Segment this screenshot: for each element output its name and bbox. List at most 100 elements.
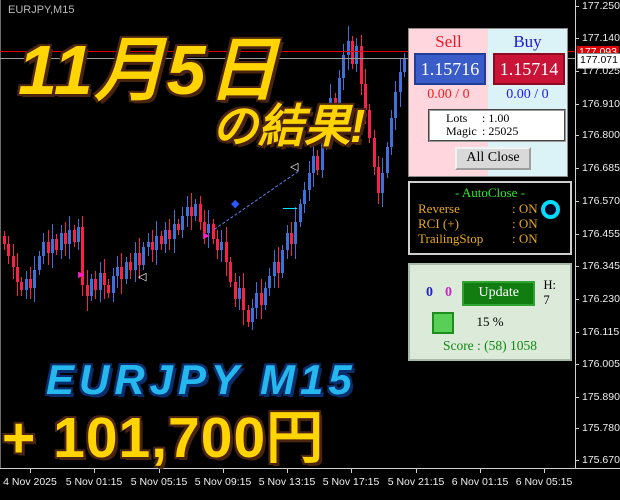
price-axis-label: 177.025 (582, 65, 620, 77)
candle-body (190, 207, 193, 216)
time-tick (416, 469, 417, 473)
candle-body (325, 118, 328, 138)
candle-body (3, 236, 6, 244)
candle-body (94, 279, 97, 290)
candle-body (377, 167, 380, 193)
price-axis-label: 176.570 (582, 195, 620, 207)
h-count-label: H: 7 (543, 278, 556, 307)
time-axis-label: 4 Nov 2025 (3, 476, 57, 488)
candle-body (212, 224, 215, 239)
reverse-value: : ON (512, 201, 538, 216)
trade-panel: Sell Buy 1.15716 1.15714 0.00 / 0 0.00 /… (408, 28, 568, 177)
score-label: Score : (58) 1058 (442, 338, 538, 353)
price-axis-label: 176.910 (582, 98, 620, 110)
price-axis-label: 176.455 (582, 228, 620, 240)
price-axis-label: 175.890 (582, 391, 620, 403)
candle-body (303, 190, 306, 204)
price-axis-label: 175.780 (582, 422, 620, 434)
candle-body (164, 230, 167, 244)
autoclose-toggle-icon[interactable] (541, 200, 560, 219)
stats-panel: 0 0 Update H: 7 15 % Score : (58) 1058 (408, 263, 572, 361)
candle-body (16, 267, 19, 282)
candle-body (42, 242, 45, 256)
candle-body (64, 233, 67, 244)
update-button[interactable]: Update (462, 280, 536, 306)
chart-symbol-label: EURJPY,M15 (8, 4, 75, 16)
price-tick (575, 364, 579, 365)
candle-body (281, 250, 284, 273)
time-axis-line (0, 468, 620, 469)
time-tick (351, 469, 352, 473)
candle-body (216, 239, 219, 250)
time-axis-label: 6 Nov 05:15 (515, 476, 573, 488)
lots-magic-box: Lots: 1.00 Magic: 25025 (428, 109, 566, 142)
price-axis-label: 177.140 (582, 32, 620, 44)
price-tick (575, 6, 579, 7)
price-tick (575, 332, 579, 333)
trailingstop-label: TrailingStop (418, 231, 484, 246)
trailingstop-value: : ON (512, 231, 538, 246)
trend-dashed-line (214, 171, 299, 230)
overlay-profit-text: + 101,700円 (2, 406, 325, 470)
buy-header-label: Buy (513, 32, 542, 51)
candle-body (129, 262, 132, 270)
candle-body (103, 273, 106, 285)
time-axis[interactable]: 4 Nov 2025 5 Nov 01:15 5 Nov 05:15 5 Nov 09… (0, 468, 620, 500)
time-axis-label: 5 Nov 17:15 (322, 476, 380, 488)
rci-value: : ON (512, 216, 538, 231)
candle-body (181, 216, 184, 230)
candle-body (229, 262, 232, 282)
all-close-button[interactable]: All Close (455, 147, 531, 170)
candle-body (234, 282, 237, 299)
candle-body (194, 204, 197, 216)
time-tick (287, 469, 288, 473)
time-axis-label: 6 Nov 01:15 (451, 476, 509, 488)
price-axis-label: 176.800 (582, 129, 620, 141)
time-tick (544, 469, 545, 473)
candle-body (55, 239, 58, 250)
chart-area[interactable]: ► ► ◁ ◁ ◆ (0, 0, 576, 468)
candle-body (20, 282, 23, 290)
candle-body (90, 279, 93, 296)
overlay-date-text: 11月5日 (18, 31, 280, 109)
candle-body (238, 288, 241, 299)
percent-checkbox[interactable] (432, 312, 454, 334)
candle-body (386, 147, 389, 173)
candle-body (33, 270, 36, 288)
time-axis-label: 5 Nov 09:15 (194, 476, 252, 488)
price-tick (575, 428, 579, 429)
candle-body (273, 262, 276, 276)
rci-label: RCI (+) (418, 216, 459, 231)
candle-body (264, 288, 267, 305)
candle-body (116, 267, 119, 276)
candle-body (299, 204, 302, 222)
candle-body (338, 78, 341, 112)
candle-body (138, 253, 141, 265)
price-axis[interactable]: 177.093 177.071 177.250 177.140 177.025 176… (575, 0, 620, 468)
candle-body (355, 46, 358, 64)
price-axis-label: 176.345 (582, 260, 620, 272)
candle-body (347, 41, 350, 55)
candle-body (207, 224, 210, 233)
candle-body (29, 279, 32, 288)
candle-body (86, 285, 89, 296)
candle-body (38, 256, 41, 270)
sell-arrow-icon: ► (76, 269, 87, 281)
candle-body (368, 110, 371, 138)
sell-lots-count: 0.00 / 0 (427, 87, 470, 102)
reverse-label: Reverse (418, 201, 460, 216)
candle-body (403, 58, 406, 72)
candle-body (77, 227, 80, 242)
price-axis-label: 176.115 (582, 326, 620, 338)
candle-body (308, 173, 311, 190)
price-tick (575, 266, 579, 267)
percent-label: 15 % (476, 314, 504, 329)
sell-button[interactable]: 1.15716 (414, 53, 486, 85)
candle-body (142, 247, 145, 265)
buy-button[interactable]: 1.15714 (493, 53, 565, 85)
price-tick (575, 135, 579, 136)
price-tick (575, 460, 579, 461)
candle-body (268, 276, 271, 288)
candle-body (99, 273, 102, 290)
lots-label: Lots (446, 111, 468, 125)
